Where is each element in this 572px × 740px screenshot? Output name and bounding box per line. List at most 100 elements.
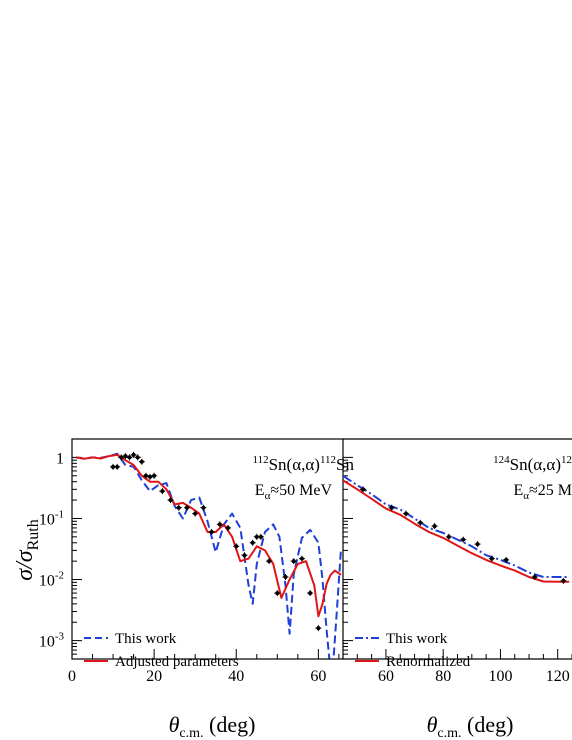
data-point — [167, 497, 174, 504]
left-legend-adjusted-label: Adjusted parameters — [115, 654, 239, 670]
right-x-axis-rest: (deg) — [462, 712, 514, 737]
data-point — [134, 454, 141, 461]
right-legend-this-work-label: This work — [386, 631, 448, 647]
left-legend: This work Adjusted parameters — [84, 631, 239, 670]
panel-left: 110-110-210-30 20 40 60 112Sn(α,α)112Sn Eα≈… — [39, 438, 355, 740]
left-series-line-1 — [75, 453, 342, 618]
right-legend: This work Renormalized — [355, 631, 471, 670]
data-point — [175, 504, 182, 511]
data-point — [151, 472, 158, 479]
left-legend-this-work-label: This work — [115, 631, 177, 647]
left-plot-frame — [71, 438, 344, 660]
left-reaction-label: 112Sn(α,α)112Sn — [253, 454, 355, 474]
right-energy-symbol: E — [513, 482, 523, 499]
data-point — [249, 539, 256, 546]
data-point — [488, 555, 495, 562]
data-point — [138, 458, 145, 465]
data-point — [360, 486, 367, 493]
right-energy-label: Eα≈25 M — [513, 482, 572, 502]
y-tick-label-base: 10 — [39, 634, 55, 651]
left-tick-labels: 110-110-210-30 20 40 60 — [39, 450, 327, 685]
data-point — [159, 488, 166, 495]
data-point — [233, 543, 240, 550]
data-point — [192, 510, 199, 517]
y-axis-label: σ/σRuth — [12, 519, 42, 580]
right-mass1: 124 — [493, 454, 510, 466]
x-tick-label: 0 — [68, 668, 76, 685]
x-tick-label: 60 — [378, 668, 394, 685]
right-x-axis-subscript: c.m. — [437, 726, 461, 740]
data-point — [417, 519, 424, 526]
y-tick-label: 10-1 — [39, 508, 64, 528]
data-point — [216, 521, 223, 528]
y-axis-label-symbol: σ/σ — [12, 549, 38, 581]
left-x-axis-symbol: θ — [169, 712, 180, 737]
left-reaction: Sn(α,α) — [269, 455, 320, 474]
y-tick-label: 10-3 — [39, 631, 65, 651]
right-annotation: 124Sn(α,α)12 Eα≈25 M — [493, 454, 572, 502]
right-axes — [342, 438, 572, 660]
data-point — [147, 473, 154, 480]
left-annotation: 112Sn(α,α)112Sn Eα≈50 MeV — [253, 454, 355, 502]
x-tick-label: 100 — [488, 668, 512, 685]
data-point — [225, 524, 232, 531]
left-series-group — [75, 451, 342, 659]
left-axes — [71, 438, 340, 660]
data-point — [266, 558, 273, 565]
right-x-axis-label: θc.m. (deg) — [427, 712, 514, 740]
x-tick-label: 60 — [310, 668, 326, 685]
left-x-axis-subscript: c.m. — [179, 726, 203, 740]
data-point — [503, 556, 510, 563]
right-x-axis-symbol: θ — [427, 712, 438, 737]
right-series-group — [343, 474, 570, 584]
data-point — [388, 504, 395, 511]
y-axis-label-subscript: Ruth — [25, 519, 42, 550]
y-tick-label-exponent: -1 — [55, 508, 64, 520]
data-point — [445, 533, 452, 540]
left-series-line-0 — [75, 452, 342, 659]
left-energy-label: Eα≈50 MeV — [255, 482, 333, 502]
left-mass2: 112 — [320, 454, 336, 466]
y-tick-label-base: 10 — [39, 573, 55, 590]
left-x-axis-label: θc.m. (deg) — [169, 712, 256, 740]
data-point — [431, 523, 438, 530]
right-tick-labels: 60 80 100 120 — [378, 668, 570, 685]
data-point — [114, 463, 121, 470]
left-energy-value: ≈50 MeV — [270, 482, 332, 499]
data-point — [460, 536, 467, 543]
data-point — [126, 454, 133, 461]
data-point — [200, 504, 207, 511]
data-point — [183, 504, 190, 511]
data-point — [130, 451, 137, 458]
right-energy-sub: α — [523, 490, 529, 502]
left-energy-symbol: E — [255, 482, 265, 499]
x-tick-label: 120 — [546, 668, 570, 685]
data-point — [307, 590, 314, 597]
data-point — [560, 577, 567, 584]
data-point — [257, 533, 264, 540]
y-tick-label-base: 1 — [56, 450, 64, 467]
right-reaction-label: 124Sn(α,α)12 — [493, 454, 572, 474]
data-point — [531, 574, 538, 581]
data-point — [315, 625, 322, 632]
data-point — [474, 541, 481, 548]
right-legend-renormalized-label: Renormalized — [386, 654, 471, 670]
data-point — [290, 558, 297, 565]
y-tick-label-base: 10 — [39, 511, 55, 528]
y-tick-label: 10-2 — [39, 570, 64, 590]
left-energy-sub: α — [265, 490, 271, 502]
data-point — [282, 574, 289, 581]
x-tick-label: 80 — [435, 668, 451, 685]
y-tick-label-exponent: -3 — [55, 631, 65, 643]
y-tick-label-exponent: -2 — [55, 570, 64, 582]
data-point — [402, 510, 409, 517]
left-element: Sn — [336, 455, 354, 474]
data-point — [241, 552, 248, 559]
right-mass2: 12 — [561, 454, 572, 466]
data-point — [208, 529, 215, 536]
y-tick-label: 1 — [56, 450, 64, 467]
data-point — [274, 590, 281, 597]
data-point — [118, 454, 125, 461]
left-mass1: 112 — [253, 454, 269, 466]
